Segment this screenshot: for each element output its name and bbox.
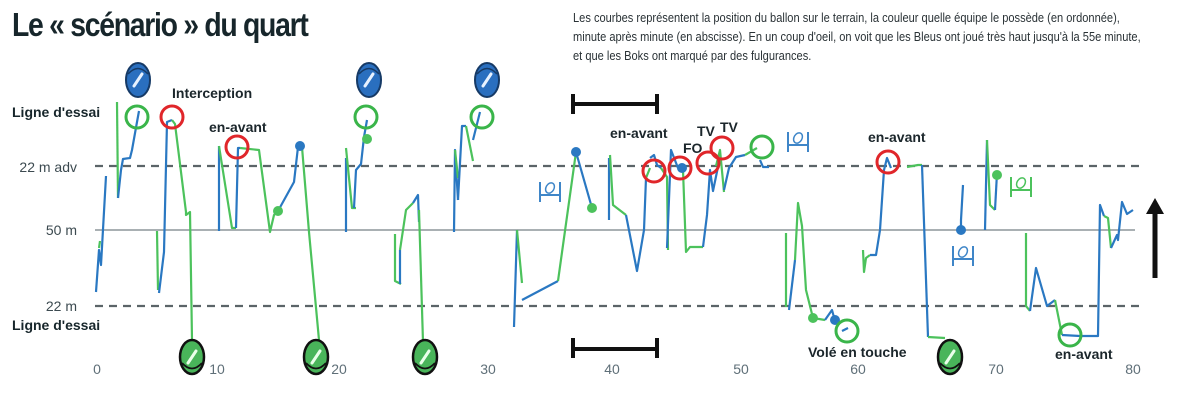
annotation-fo: FO bbox=[683, 140, 703, 156]
score-circles bbox=[124, 104, 1083, 348]
annotation-en-avant: en-avant bbox=[868, 129, 926, 145]
page-title: Le « scénario » du quart bbox=[12, 6, 309, 43]
x-tick: 70 bbox=[988, 361, 1004, 377]
boks-try-ball-icon bbox=[936, 338, 964, 376]
y-label-22m: 22 m bbox=[46, 298, 77, 314]
annotation-en-avant: en-avant bbox=[610, 125, 668, 141]
error-circles bbox=[159, 104, 901, 184]
annotation-tv: TV bbox=[720, 119, 739, 135]
france-try-ball-icon bbox=[473, 61, 501, 99]
x-tick: 0 bbox=[93, 361, 101, 377]
x-tick: 40 bbox=[604, 361, 620, 377]
annotation-en-avant: en-avant bbox=[1055, 346, 1113, 362]
annotation-interception: Interception bbox=[172, 85, 252, 101]
x-tick: 20 bbox=[331, 361, 347, 377]
x-axis: 0 10 20 30 40 50 60 70 80 bbox=[93, 361, 1141, 377]
scale-bar-bottom bbox=[571, 338, 659, 358]
y-label-top-try-line: Ligne d'essai bbox=[12, 104, 100, 120]
y-label-22m-adv: 22 m adv bbox=[19, 159, 77, 175]
france-try-ball-icon bbox=[124, 61, 152, 99]
boks-try-ball-icon bbox=[411, 338, 439, 376]
boks-try-ball-icon bbox=[302, 338, 330, 376]
boks-try-ball-icon bbox=[178, 338, 206, 376]
boks-penalty-post-icon bbox=[1010, 175, 1032, 198]
france-penalty-post-icon bbox=[787, 130, 809, 153]
x-tick: 80 bbox=[1125, 361, 1141, 377]
y-label-bottom-try-line: Ligne d'essai bbox=[12, 317, 100, 333]
x-tick: 50 bbox=[733, 361, 749, 377]
y-label-50m: 50 m bbox=[46, 222, 77, 238]
arrow-up-icon bbox=[1146, 198, 1164, 278]
france-try-ball-icon bbox=[355, 61, 383, 99]
possession-dots bbox=[273, 134, 1002, 325]
chart-description: Les courbes représentent la position du … bbox=[573, 10, 1141, 63]
x-tick: 60 bbox=[850, 361, 866, 377]
annotation-en-avant: en-avant bbox=[209, 119, 267, 135]
scale-bar-top bbox=[571, 94, 659, 114]
annotation-vole-en-touche: Volé en touche bbox=[808, 344, 907, 360]
france-penalty-post-icon bbox=[539, 180, 561, 203]
x-tick: 30 bbox=[480, 361, 496, 377]
france-penalty-post-icon bbox=[952, 244, 974, 267]
x-tick: 10 bbox=[209, 361, 225, 377]
annotation-tv: TV bbox=[697, 123, 716, 139]
